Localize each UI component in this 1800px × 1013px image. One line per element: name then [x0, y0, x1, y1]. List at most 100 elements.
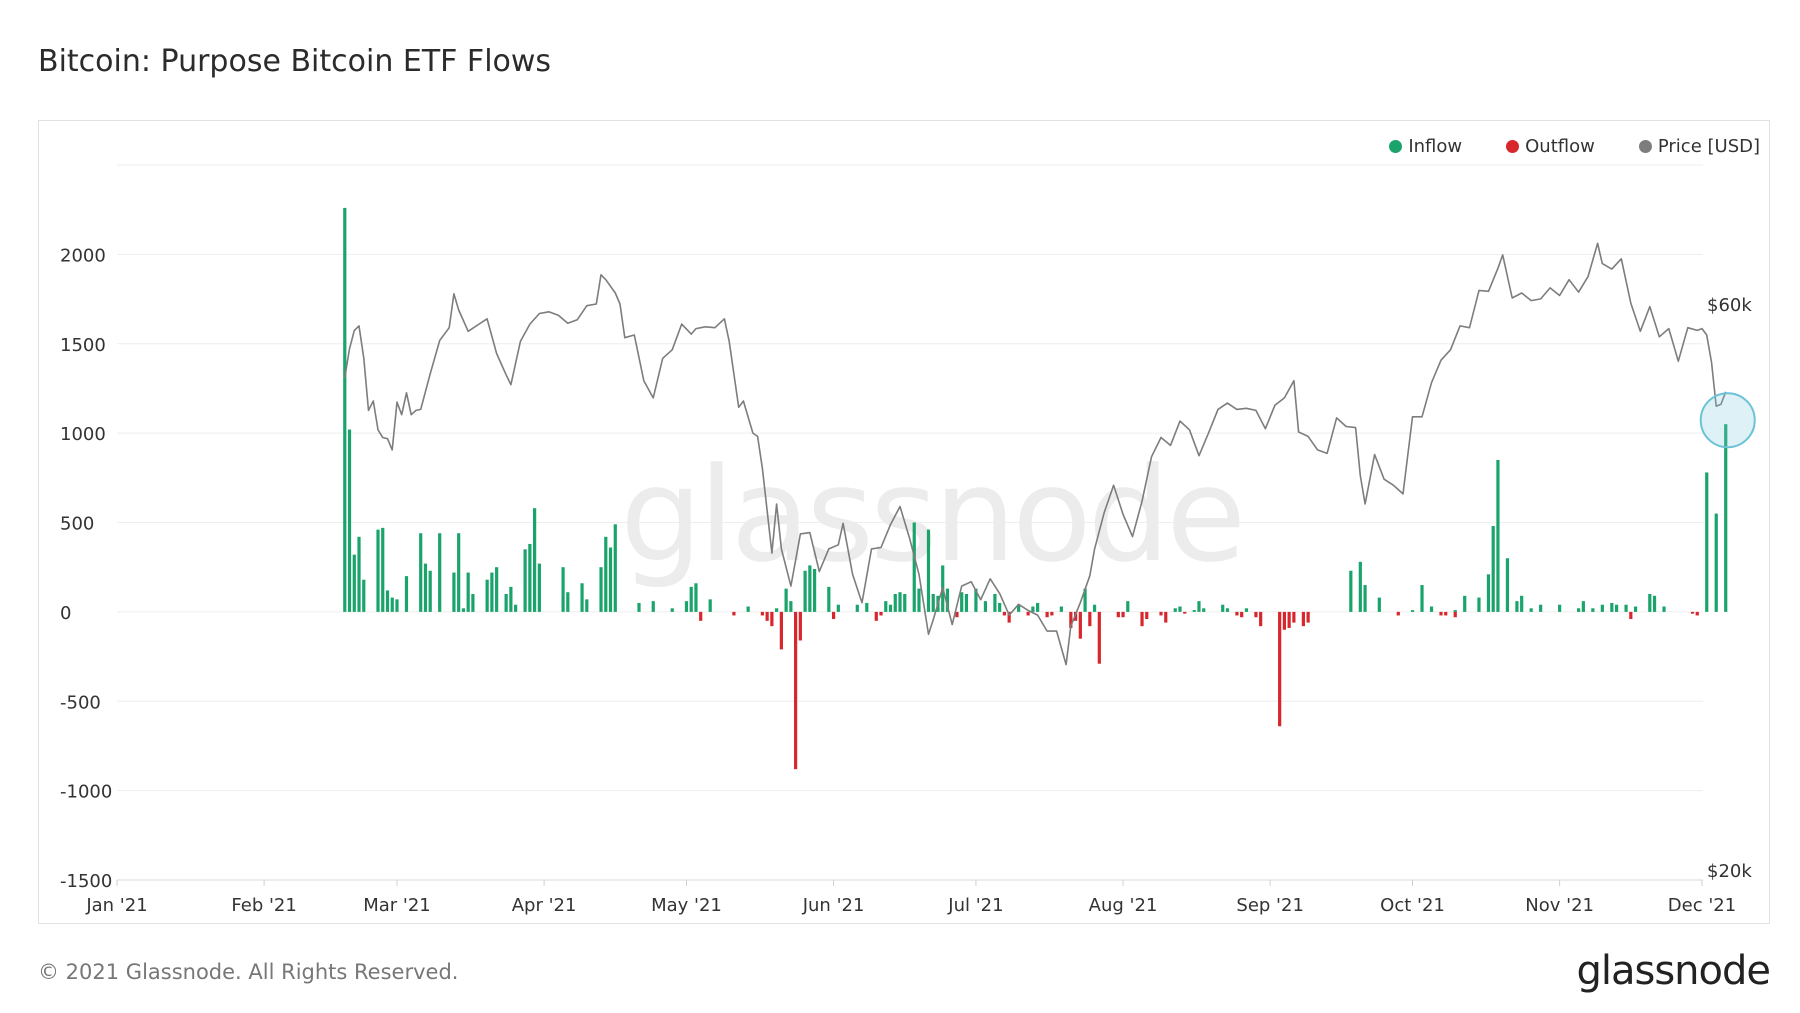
inflow-bar	[381, 527, 385, 612]
inflow-bar	[1624, 604, 1628, 612]
inflow-bar	[1349, 570, 1353, 612]
y-tick-label: 1000	[60, 424, 106, 445]
inflow-bar	[1714, 513, 1718, 612]
inflow-bar	[1652, 595, 1657, 612]
inflow-bar	[566, 592, 570, 612]
price-tick-label: $20k	[1707, 861, 1752, 882]
inflow-bar	[888, 604, 893, 612]
inflow-bar	[438, 533, 442, 612]
inflow-bar	[1610, 602, 1614, 612]
outflow-bar	[798, 611, 802, 641]
outflow-bar	[732, 611, 736, 616]
inflow-bar	[945, 588, 950, 612]
inflow-bar	[504, 594, 508, 612]
inflow-bar	[1648, 594, 1652, 612]
inflow-bar	[1363, 585, 1367, 612]
inflow-bar	[390, 597, 394, 612]
inflow-bar	[689, 586, 693, 612]
x-tick-label: Jul '21	[947, 895, 1003, 916]
inflow-bar	[1059, 606, 1063, 612]
inflow-bar	[827, 586, 831, 612]
highlight-marker	[1699, 392, 1756, 449]
inflow-bar	[1515, 601, 1519, 612]
outflow-bar	[1121, 611, 1125, 618]
outflow-bar	[831, 611, 836, 620]
inflow-bar	[376, 529, 380, 612]
inflow-bar	[1031, 606, 1035, 612]
inflow-bar	[1520, 595, 1524, 612]
inflow-bar	[637, 602, 641, 612]
outflow-bar	[1116, 611, 1120, 618]
inflow-bar	[1558, 604, 1562, 612]
inflow-bar	[926, 529, 931, 612]
x-tick-label: Aug '21	[1089, 895, 1158, 916]
inflow-bar	[1463, 595, 1467, 612]
legend-item-inflow[interactable]: Inflow	[1389, 136, 1462, 157]
outflow-bar	[760, 611, 764, 616]
outflow-bar	[699, 611, 703, 621]
outflow-bar	[1278, 611, 1282, 727]
legend-item-price[interactable]: Price [USD]	[1638, 136, 1760, 157]
x-tick-label: Feb '21	[231, 895, 296, 916]
outflow-bar	[1050, 611, 1054, 616]
watermark: glassnode	[620, 439, 1242, 591]
inflow-bar	[1429, 606, 1434, 612]
inflow-bar	[1197, 601, 1201, 612]
outflow-bar	[794, 611, 798, 770]
inflow-bar	[537, 563, 541, 612]
outflow-bar	[1282, 611, 1286, 630]
inflow-bar	[964, 594, 969, 612]
inflow-bar	[708, 599, 712, 612]
inflow-bar	[812, 568, 817, 612]
outflow-bar	[1287, 611, 1291, 628]
brand-logo[interactable]: glassnode	[1576, 948, 1771, 994]
axes: 2000 1500 1000 500 0 -500 -1000 -1500 $60k $20k Ja…	[60, 245, 1752, 916]
inflow-bar	[362, 579, 366, 612]
outflow-bar	[1629, 611, 1633, 620]
inflow-bar	[1529, 608, 1533, 612]
inflow-bar	[893, 594, 897, 612]
copyright-text: © 2021 Glassnode. All Rights Reserved.	[38, 960, 459, 984]
inflow-bar	[490, 572, 494, 612]
inflow-bar	[993, 594, 997, 612]
inflow-bar	[528, 543, 532, 612]
inflow-bar	[836, 604, 840, 612]
y-tick-label: -500	[60, 692, 101, 713]
inflow-bar	[523, 549, 527, 612]
inflow-bar	[1420, 585, 1424, 612]
y-tick-label: 500	[60, 514, 94, 535]
outflow-bar	[1088, 611, 1092, 627]
inflow-bar	[485, 579, 489, 612]
inflow-bar	[1192, 610, 1196, 612]
inflow-bar	[1377, 597, 1381, 612]
outflow-bar	[1439, 611, 1443, 616]
inflow-bar	[898, 592, 902, 612]
outflow-bar	[1240, 611, 1244, 618]
inflow-bar	[1244, 608, 1249, 612]
inflow-bar	[1614, 604, 1619, 612]
inflow-bar	[385, 590, 390, 612]
x-tick-label: Dec '21	[1668, 895, 1736, 916]
inflow-bar	[457, 533, 461, 612]
inflow-bar	[775, 608, 779, 612]
inflow-bar	[912, 522, 916, 612]
legend-item-outflow[interactable]: Outflow	[1506, 136, 1595, 157]
y-tick-label: 0	[60, 603, 71, 624]
highlight-circle	[1699, 392, 1756, 449]
inflow-bar	[1633, 606, 1638, 612]
inflow-bar	[1539, 604, 1543, 612]
y-tick-label: -1000	[60, 782, 112, 803]
inflow-bar	[357, 536, 361, 612]
outflow-bar	[1444, 611, 1448, 616]
inflow-bar	[1178, 606, 1182, 612]
chart-frame	[38, 120, 1770, 924]
outflow-bar	[779, 611, 783, 650]
outflow-bar	[1306, 611, 1310, 623]
inflow-bar	[599, 567, 603, 612]
outflow-bar	[1453, 611, 1457, 618]
outflow-bar	[1259, 611, 1263, 627]
inflow-bar	[1705, 472, 1709, 612]
inflow-bar	[808, 565, 812, 612]
inflow-bar	[865, 602, 869, 612]
inflow-bar	[903, 594, 907, 612]
